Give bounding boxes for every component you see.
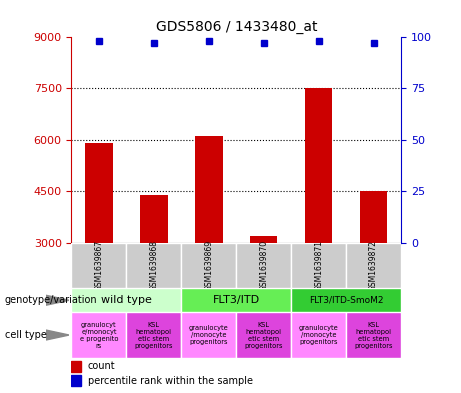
Bar [71,375,81,386]
FancyBboxPatch shape [181,312,236,358]
Text: KSL
hematopoi
etic stem
progenitors: KSL hematopoi etic stem progenitors [244,321,283,349]
Title: GDS5806 / 1433480_at: GDS5806 / 1433480_at [155,20,317,34]
Text: GSM1639872: GSM1639872 [369,240,378,291]
Bar [250,236,278,243]
FancyBboxPatch shape [126,243,181,288]
FancyBboxPatch shape [181,288,291,312]
FancyBboxPatch shape [291,312,346,358]
FancyBboxPatch shape [346,243,401,288]
Text: genotype/variation: genotype/variation [5,295,97,305]
Text: granulocyt
e/monocyt
e progenito
rs: granulocyt e/monocyt e progenito rs [80,321,118,349]
Text: wild type: wild type [101,295,152,305]
Bar [71,361,81,372]
Polygon shape [46,295,69,305]
Text: GSM1639867: GSM1639867 [95,240,103,291]
Bar [195,136,223,243]
FancyBboxPatch shape [71,312,126,358]
Text: GSM1639869: GSM1639869 [204,240,213,291]
FancyBboxPatch shape [236,312,291,358]
FancyBboxPatch shape [71,288,181,312]
Text: FLT3/ITD-SmoM2: FLT3/ITD-SmoM2 [309,296,384,305]
Text: count: count [88,362,116,371]
FancyBboxPatch shape [291,288,401,312]
Text: granulocyte
/monocyte
progenitors: granulocyte /monocyte progenitors [189,325,229,345]
Text: GSM1639871: GSM1639871 [314,240,323,291]
Text: GSM1639868: GSM1639868 [149,240,159,291]
Text: GSM1639870: GSM1639870 [259,240,268,291]
FancyBboxPatch shape [236,243,291,288]
FancyBboxPatch shape [346,312,401,358]
FancyBboxPatch shape [181,243,236,288]
FancyBboxPatch shape [126,312,181,358]
FancyBboxPatch shape [71,243,126,288]
Text: FLT3/ITD: FLT3/ITD [213,295,260,305]
Bar [360,191,387,243]
Text: percentile rank within the sample: percentile rank within the sample [88,376,253,386]
FancyBboxPatch shape [291,243,346,288]
Polygon shape [46,330,69,340]
Text: cell type: cell type [5,330,47,340]
Bar [140,195,168,243]
Bar [305,88,332,243]
Text: granulocyte
/monocyte
progenitors: granulocyte /monocyte progenitors [299,325,338,345]
Text: KSL
hematopoi
etic stem
progenitors: KSL hematopoi etic stem progenitors [355,321,393,349]
Bar [85,143,112,243]
Text: KSL
hematopoi
etic stem
progenitors: KSL hematopoi etic stem progenitors [135,321,173,349]
